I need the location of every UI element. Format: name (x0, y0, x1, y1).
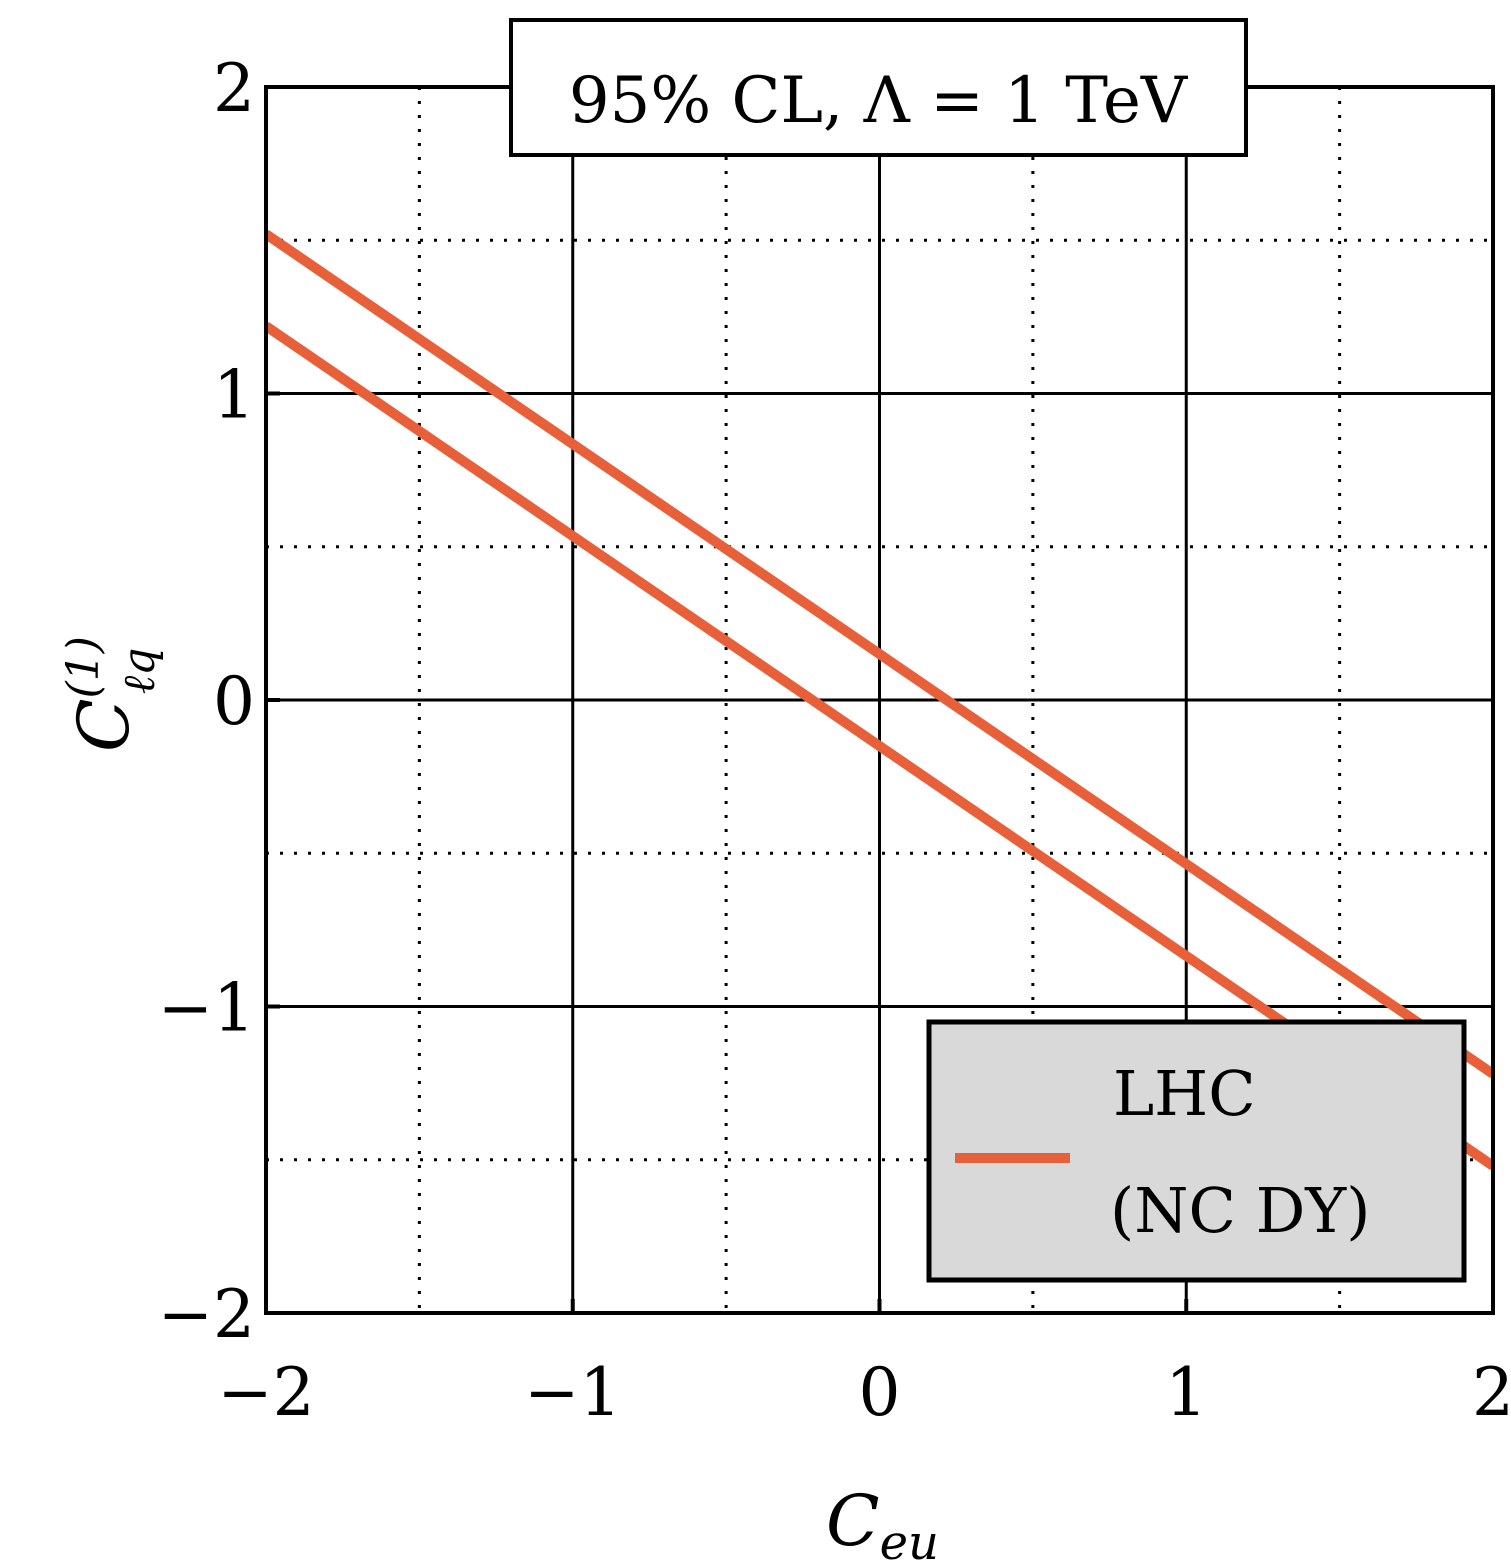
y-axis-label: C(1) ℓq (58, 636, 165, 752)
x-tick-label: −1 (524, 1354, 621, 1431)
legend: LHC (NC DY) (926, 1019, 1467, 1283)
y-tick-label: 2 (213, 50, 255, 127)
y-tick-label: −1 (158, 970, 255, 1047)
grid (266, 87, 1493, 1313)
x-tick-label: 0 (859, 1354, 901, 1431)
ticks: −2 −1 0 1 2 −2 −1 0 1 2 (158, 50, 1511, 1431)
legend-box (926, 1019, 1467, 1283)
series-line-1 (266, 229, 1493, 1079)
title-box: 95% CL, Λ = 1 TeV (509, 18, 1248, 157)
x-axis-label: Ceu (826, 1480, 939, 1567)
y-tick-label: −2 (158, 1276, 255, 1353)
chart-title: 95% CL, Λ = 1 TeV (569, 64, 1189, 138)
legend-line-2: (NC DY) (1110, 1174, 1370, 1247)
y-tick-label: 0 (213, 663, 255, 740)
x-tick-label: 2 (1472, 1354, 1511, 1431)
x-tick-label: −2 (217, 1354, 314, 1431)
y-tick-label: 1 (213, 357, 255, 434)
x-tick-label: 1 (1165, 1354, 1207, 1431)
legend-line-1: LHC (1113, 1057, 1256, 1130)
